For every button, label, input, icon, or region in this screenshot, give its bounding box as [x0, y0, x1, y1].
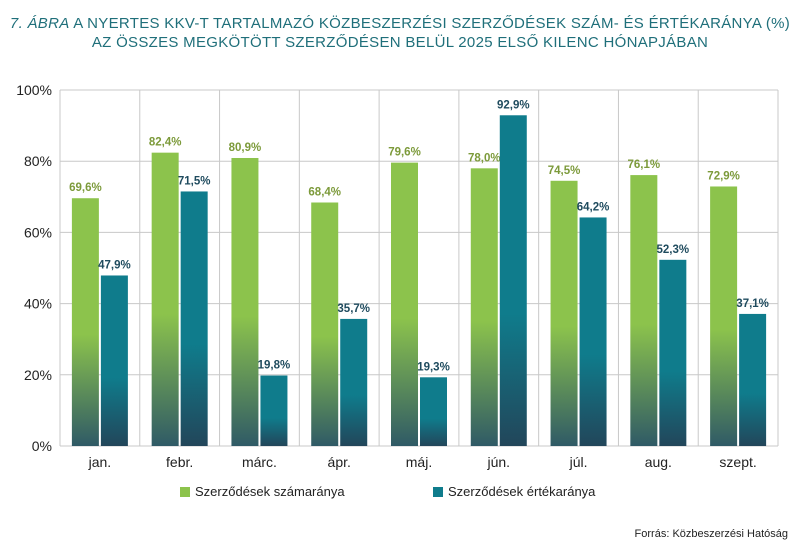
bar-szamarany — [710, 186, 738, 446]
legend-szamarany-label: Szerződések számaránya — [195, 484, 345, 499]
bar-szamarany — [391, 162, 418, 446]
bar-szamarany — [470, 168, 498, 446]
bar-szamarany — [151, 152, 179, 446]
data-label: 82,4% — [149, 137, 182, 149]
y-tick-label: 40% — [24, 296, 52, 312]
bar-szamarany — [550, 180, 578, 446]
title-line-2: AZ ÖSSZES MEGKÖTÖTT SZERZŐDÉSEN BELÜL 20… — [91, 34, 709, 51]
data-label: 64,2% — [577, 201, 610, 213]
data-label: 47,9% — [98, 259, 131, 271]
data-label: 37,1% — [736, 298, 769, 310]
data-label: 19,3% — [417, 361, 450, 373]
x-tick-label: aug. — [645, 454, 672, 470]
bar-szamarany — [231, 157, 259, 446]
x-tick-label: márc. — [242, 454, 277, 470]
legend-szamarany-swatch — [180, 487, 190, 497]
y-tick-label: 0% — [32, 438, 52, 454]
bar-ertekarany — [340, 318, 368, 446]
data-label: 19,8% — [258, 360, 291, 372]
legend-ertekarany-swatch — [433, 487, 443, 497]
chart-area: 0% 20% 40% 60% 80% 100% 69,6% 47,9% jan. 82,4% 71,… — [8, 78, 792, 518]
bar-ertekarany — [739, 313, 767, 446]
bar-ertekarany — [659, 259, 687, 446]
y-tick-label: 80% — [24, 153, 52, 169]
source-note: Forrás: Közbeszerzési Hatóság — [634, 528, 788, 540]
data-label: 68,4% — [308, 186, 341, 198]
data-label: 76,1% — [628, 159, 661, 171]
x-tick-label: febr. — [166, 454, 193, 470]
data-label: 69,6% — [69, 182, 102, 194]
data-label: 79,6% — [388, 147, 421, 159]
bar-ertekarany — [420, 377, 447, 446]
x-tick-label: ápr. — [328, 454, 351, 470]
chart-title: 7. ÁBRA A NYERTES KKV-T TARTALMAZÓ KÖZBE… — [0, 14, 800, 52]
x-tick-label: jún. — [486, 454, 510, 470]
bar-ertekarany — [260, 375, 288, 446]
data-label: 78,0% — [468, 152, 501, 164]
bar-ertekarany — [579, 217, 607, 446]
bar-szamarany — [71, 198, 99, 446]
y-tick-label: 60% — [24, 224, 52, 240]
y-tick-label: 20% — [24, 367, 52, 383]
data-label: 52,3% — [657, 244, 690, 256]
bar-ertekarany — [180, 191, 208, 446]
bar-ertekarany — [499, 115, 527, 446]
y-tick-label: 100% — [16, 82, 52, 98]
bar-chart: 0% 20% 40% 60% 80% 100% 69,6% 47,9% jan. 82,4% 71,… — [16, 82, 779, 499]
x-tick-label: júl. — [569, 454, 588, 470]
title-line-1-text: A NYERTES KKV-T TARTALMAZÓ KÖZBESZERZÉSI… — [73, 15, 791, 32]
bar-szamarany — [630, 175, 658, 447]
data-label: 72,9% — [707, 170, 740, 182]
bar-ertekarany — [100, 275, 128, 446]
x-tick-label: máj. — [406, 454, 432, 470]
data-label: 92,9% — [497, 99, 530, 111]
data-label: 74,5% — [548, 165, 581, 177]
data-label: 80,9% — [229, 142, 262, 154]
bar-szamarany — [311, 202, 339, 446]
figure-label: 7. ÁBRA — [9, 15, 70, 32]
title-line-1: 7. ÁBRA A NYERTES KKV-T TARTALMAZÓ KÖZBE… — [0, 14, 800, 33]
legend-ertekarany-label: Szerződések értékaránya — [448, 484, 596, 499]
data-label: 35,7% — [337, 303, 370, 315]
x-tick-label: szept. — [719, 454, 756, 470]
x-tick-label: jan. — [88, 454, 112, 470]
data-label: 71,5% — [178, 175, 211, 187]
